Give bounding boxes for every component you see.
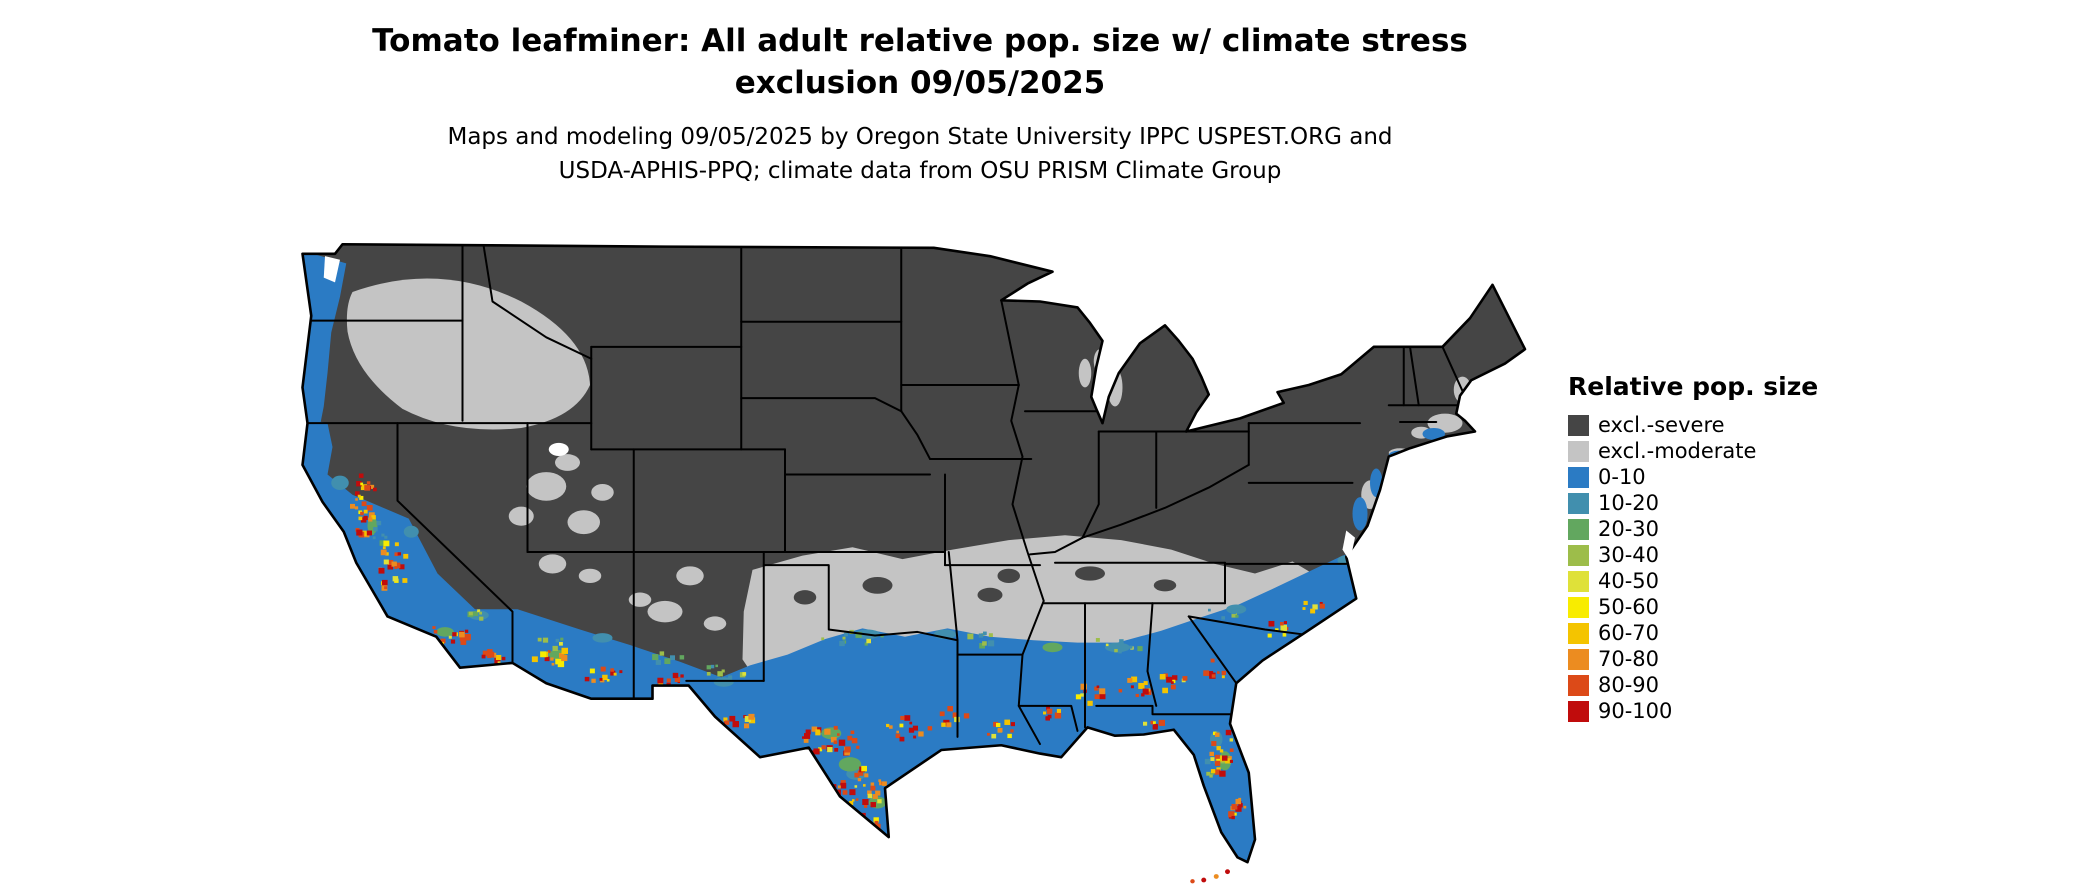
legend-item: 30-40 <box>1568 542 1828 568</box>
legend-swatch <box>1568 414 1589 436</box>
chesapeake-bay <box>1342 530 1355 562</box>
population-hotspot-speckles <box>350 473 1325 832</box>
legend-swatch <box>1568 544 1589 566</box>
legend-label: excl.-severe <box>1598 412 1725 437</box>
us-outline <box>303 244 1526 862</box>
legend-swatch <box>1568 440 1589 462</box>
map-title-line2: exclusion 09/05/2025 <box>734 65 1106 101</box>
legend: Relative pop. size excl.-severe excl.-mo… <box>1568 372 1828 724</box>
water-bodies <box>323 256 1355 562</box>
legend-item: 10-20 <box>1568 490 1828 516</box>
legend-item: 0-10 <box>1568 464 1828 490</box>
legend-swatch <box>1568 466 1589 488</box>
florida-keys-dots <box>1190 869 1230 884</box>
legend-swatch <box>1568 518 1589 540</box>
legend-item: 70-80 <box>1568 646 1828 672</box>
legend-swatch <box>1568 596 1589 618</box>
legend-label: 20-30 <box>1598 516 1660 541</box>
legend-swatch <box>1568 570 1589 592</box>
puget-sound <box>323 256 340 283</box>
severe-inclusions <box>793 566 1177 605</box>
legend-label: 70-80 <box>1598 646 1660 671</box>
us-map-svg <box>290 218 1540 884</box>
legend-swatch <box>1568 648 1589 670</box>
legend-swatch <box>1568 622 1589 644</box>
legend-item: 60-70 <box>1568 620 1828 646</box>
map-subtitle-line1: Maps and modeling 09/05/2025 by Oregon S… <box>447 124 1393 150</box>
legend-swatch <box>1568 492 1589 514</box>
legend-swatch <box>1568 700 1589 722</box>
map-title: Tomato leafminer: All adult relative pop… <box>140 20 1700 104</box>
legend-item: 40-50 <box>1568 568 1828 594</box>
legend-item: excl.-moderate <box>1568 438 1828 464</box>
legend-item: 20-30 <box>1568 516 1828 542</box>
legend-label: 80-90 <box>1598 672 1660 697</box>
legend-label: 0-10 <box>1598 464 1646 489</box>
legend-item: 90-100 <box>1568 698 1828 724</box>
legend-item: 80-90 <box>1568 672 1828 698</box>
legend-title: Relative pop. size <box>1568 372 1819 401</box>
legend-label: 10-20 <box>1598 490 1660 515</box>
legend-item: excl.-severe <box>1568 412 1828 438</box>
legend-swatch <box>1568 674 1589 696</box>
legend-label: 60-70 <box>1598 620 1660 645</box>
legend-label: excl.-moderate <box>1598 438 1757 463</box>
us-population-map <box>290 218 1540 886</box>
great-salt-lake <box>548 442 569 456</box>
state-borders <box>308 244 1463 744</box>
legend-item: 50-60 <box>1568 594 1828 620</box>
map-subtitle-line2: USDA-APHIS-PPQ; climate data from OSU PR… <box>558 158 1282 184</box>
legend-label: 40-50 <box>1598 568 1660 593</box>
legend-label: 90-100 <box>1598 698 1673 723</box>
legend-label: 50-60 <box>1598 594 1660 619</box>
legend-label: 30-40 <box>1598 542 1660 567</box>
map-subtitle: Maps and modeling 09/05/2025 by Oregon S… <box>140 120 1700 188</box>
map-title-line1: Tomato leafminer: All adult relative pop… <box>372 23 1468 59</box>
